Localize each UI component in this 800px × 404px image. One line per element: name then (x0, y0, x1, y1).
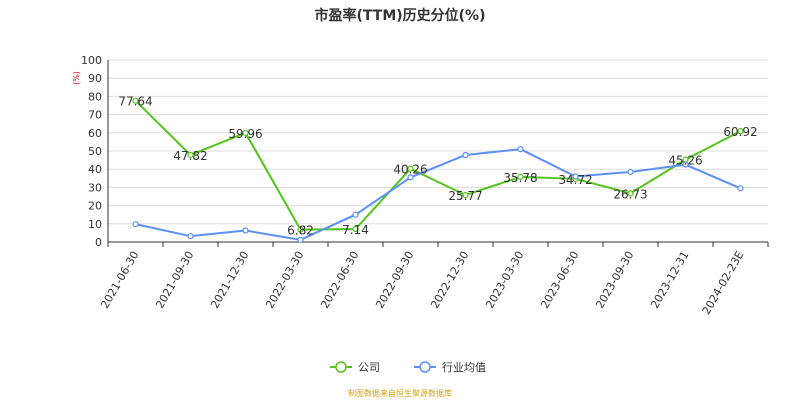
data-point (297, 226, 304, 233)
legend-label: 行业均值 (442, 361, 486, 374)
data-point (187, 233, 194, 240)
data-point (132, 97, 139, 104)
x-tick-label: 2023-06-30 (538, 249, 581, 311)
data-point (737, 128, 744, 135)
data-point (352, 211, 359, 218)
data-label: 35.78 (503, 171, 537, 185)
series-line (134, 99, 741, 231)
legend-swatch-marker (419, 361, 431, 373)
data-point (242, 129, 249, 136)
x-tick-label: 2021-06-30 (98, 249, 141, 311)
series-layer (132, 97, 744, 243)
x-tick-label: 2021-09-30 (153, 249, 196, 311)
data-label: 47.82 (173, 149, 207, 163)
data-label: 60.92 (723, 125, 757, 139)
y-tick-label: 0 (95, 236, 102, 249)
legend-swatch-marker (335, 361, 347, 373)
y-tick-label: 10 (88, 218, 102, 231)
data-label: 6.82 (287, 224, 314, 238)
data-label: 59.96 (228, 127, 262, 141)
y-tick-label: 90 (88, 72, 102, 85)
y-tick-label: 70 (88, 109, 102, 122)
x-tick-label: 2022-06-30 (318, 249, 361, 311)
data-label: 45.26 (668, 154, 702, 168)
legend-label: 公司 (358, 361, 380, 374)
y-axis-label: (%) (72, 71, 81, 85)
data-point (242, 227, 249, 234)
data-label: 7.14 (342, 223, 369, 237)
chart-title: 市盈率(TTM)历史分位(%) (315, 7, 486, 24)
y-tick-label: 100 (81, 54, 102, 67)
legend-item[interactable]: 公司 (330, 361, 380, 374)
data-point (627, 190, 634, 197)
x-tick-label: 2023-09-30 (593, 249, 636, 311)
x-tick-label: 2022-09-30 (373, 249, 416, 311)
data-point (517, 173, 524, 180)
legend[interactable]: 公司 行业均值 (330, 361, 486, 374)
grid-lines (108, 59, 768, 225)
data-point (572, 173, 579, 180)
data-label: 77.64 (118, 95, 152, 109)
data-label: 40.26 (393, 163, 427, 177)
y-tick-label: 30 (88, 181, 102, 194)
data-label: 25.77 (448, 189, 482, 203)
data-labels: 77.64 47.82 59.96 6.82 7.14 40.26 25.77 35.78 34… (118, 95, 757, 238)
axes: 0 10 20 30 40 50 60 70 80 90 100 2021-06-30 2021-09-… (81, 54, 769, 317)
data-point (517, 146, 524, 153)
data-point (297, 236, 304, 243)
data-point (132, 221, 139, 228)
data-point (627, 168, 634, 176)
data-point (462, 191, 469, 199)
series-line (135, 148, 741, 241)
y-tick-label: 40 (88, 163, 102, 176)
x-tick-label: 2021-12-30 (208, 249, 251, 311)
source-text: 制图数据来自恒生聚源数据库 (348, 388, 452, 398)
x-tick-label: 2022-03-30 (263, 249, 306, 311)
x-tick-label: 2023-03-30 (483, 249, 526, 311)
data-point (737, 185, 744, 192)
data-point (407, 165, 414, 172)
y-tick-label: 20 (88, 200, 102, 213)
x-tick-label: 2024-02-23E (700, 249, 747, 317)
data-label: 26.73 (613, 187, 647, 201)
x-tick-label: 2022-12-30 (428, 249, 471, 311)
data-point (682, 161, 689, 168)
data-point (352, 225, 359, 233)
data-point (187, 151, 194, 159)
y-tick-label: 50 (88, 145, 102, 158)
x-tick-label: 2023-12-31 (648, 249, 691, 311)
data-label: 34.72 (558, 173, 592, 187)
data-point (462, 151, 469, 159)
legend-item[interactable]: 行业均值 (414, 361, 486, 374)
data-point (407, 174, 414, 181)
y-tick-label: 80 (88, 90, 102, 103)
y-tick-label: 60 (88, 127, 102, 140)
